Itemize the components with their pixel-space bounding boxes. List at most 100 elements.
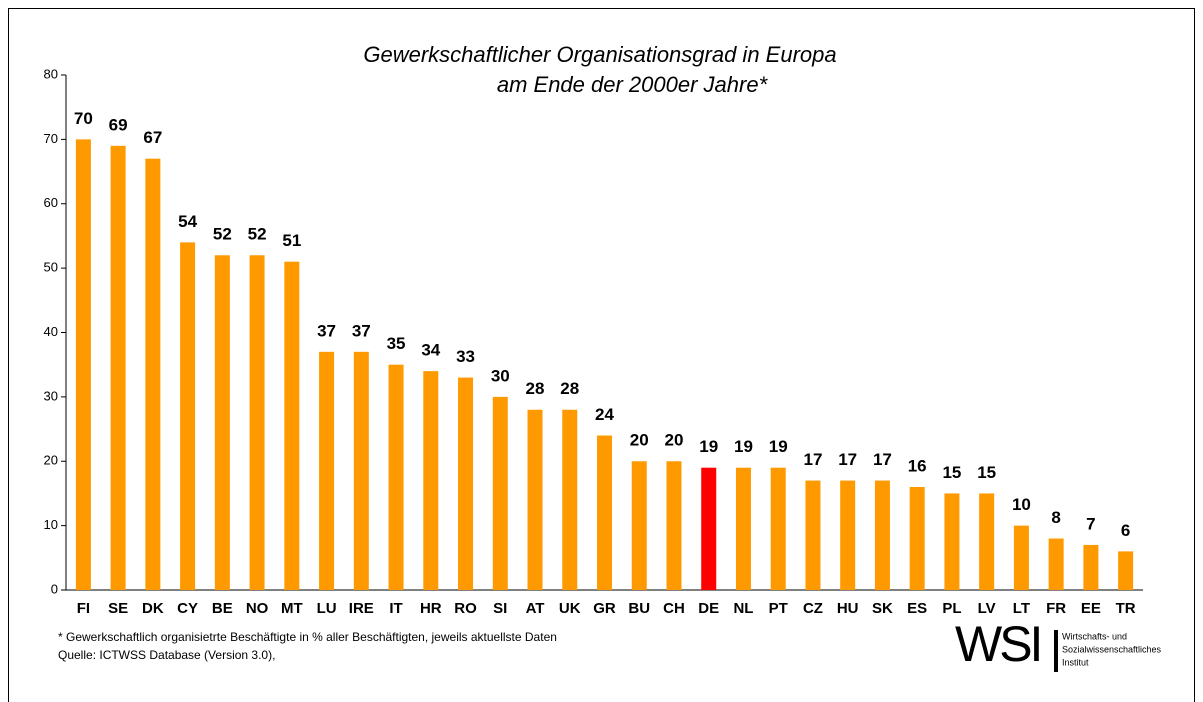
x-tick-label: SK (872, 600, 893, 617)
x-tick-label: GR (593, 600, 616, 617)
bar (284, 261, 300, 590)
x-tick-label: HR (420, 600, 442, 617)
bar (388, 364, 404, 590)
x-tick-label: LU (317, 600, 337, 617)
data-label: 17 (803, 450, 822, 469)
bar (249, 255, 265, 590)
x-tick-label: IRE (349, 600, 374, 617)
x-tick-label: LT (1013, 600, 1030, 617)
data-label: 35 (387, 334, 406, 353)
data-label: 30 (491, 366, 510, 385)
bar (180, 242, 196, 590)
x-tick-label: PL (942, 600, 961, 617)
x-tick-label: SI (493, 600, 507, 617)
source: Quelle: ICTWSS Database (Version 3.0), (58, 648, 275, 662)
data-label: 52 (213, 225, 232, 244)
bar (1083, 544, 1099, 590)
x-tick-label: FR (1046, 600, 1066, 617)
data-label: 37 (317, 321, 336, 340)
x-tick-label: CY (177, 600, 198, 617)
logo-line: Sozialwissenschaftliches (1062, 644, 1162, 654)
x-tick-label: UK (559, 600, 581, 617)
data-label: 19 (769, 437, 788, 456)
bar (145, 158, 161, 590)
data-label: 24 (595, 405, 614, 424)
chart-title: Gewerkschaftlicher Organisationsgrad in … (363, 42, 836, 67)
bar (353, 351, 369, 590)
bar (423, 371, 439, 590)
data-label: 17 (873, 450, 892, 469)
x-tick-label: TR (1116, 600, 1136, 617)
x-tick-label: PT (769, 600, 788, 617)
bar (458, 377, 474, 590)
data-label: 28 (526, 379, 545, 398)
logo-line: Wirtschafts- und (1062, 631, 1127, 641)
chart-subtitle: am Ende der 2000er Jahre* (497, 72, 769, 97)
bar (979, 493, 995, 590)
data-label: 20 (630, 431, 649, 450)
bar (840, 480, 856, 590)
data-label: 67 (143, 128, 162, 147)
data-label: 33 (456, 347, 475, 366)
bar (1013, 525, 1029, 590)
x-tick-label: BU (628, 600, 650, 617)
data-label: 19 (699, 437, 718, 456)
bar (666, 461, 682, 590)
data-label: 15 (942, 463, 961, 482)
x-tick-label: SE (108, 600, 128, 617)
y-tick-label: 60 (44, 195, 58, 210)
bar (1118, 551, 1134, 590)
data-label: 54 (178, 212, 197, 231)
logo-line: Institut (1062, 657, 1089, 667)
x-tick-label: LV (978, 600, 996, 617)
x-tick-label: RO (454, 600, 477, 617)
y-tick-label: 50 (44, 260, 58, 275)
data-label: 6 (1121, 521, 1130, 540)
x-tick-label: NO (246, 600, 269, 617)
x-tick-label: BE (212, 600, 233, 617)
y-tick-label: 40 (44, 324, 58, 339)
x-tick-label: ES (907, 600, 927, 617)
bar (75, 139, 91, 590)
bar (701, 467, 717, 590)
y-tick-label: 0 (51, 581, 58, 596)
x-tick-label: FI (77, 600, 90, 617)
data-label: 28 (560, 379, 579, 398)
frame (8, 8, 1195, 702)
data-label: 20 (665, 431, 684, 450)
data-label: 70 (74, 109, 93, 128)
bar (1048, 538, 1064, 590)
bar (214, 255, 230, 590)
x-tick-label: DK (142, 600, 164, 617)
y-tick-label: 10 (44, 517, 58, 532)
data-label: 52 (248, 225, 267, 244)
x-tick-label: AT (526, 600, 545, 617)
bar (562, 409, 578, 590)
x-tick-label: CZ (803, 600, 823, 617)
y-tick-label: 30 (44, 388, 58, 403)
data-label: 16 (908, 456, 927, 475)
data-label: 19 (734, 437, 753, 456)
y-tick-label: 70 (44, 131, 58, 146)
bar (319, 351, 335, 590)
bar (874, 480, 890, 590)
x-tick-label: CH (663, 600, 685, 617)
x-tick-label: NL (733, 600, 753, 617)
bar (110, 145, 126, 590)
bar (735, 467, 751, 590)
x-tick-label: DE (698, 600, 719, 617)
x-tick-label: EE (1081, 600, 1101, 617)
x-tick-label: MT (281, 600, 303, 617)
bar (909, 487, 925, 590)
data-label: 8 (1051, 508, 1060, 527)
footnote: * Gewerkschaftlich organisietrte Beschäf… (58, 630, 557, 644)
x-tick-label: HU (837, 600, 859, 617)
bar (631, 461, 647, 590)
bar (597, 435, 612, 590)
data-label: 17 (838, 450, 857, 469)
bar (805, 480, 821, 590)
bar (770, 467, 786, 590)
x-tick-label: IT (389, 600, 402, 617)
data-label: 7 (1086, 514, 1095, 533)
